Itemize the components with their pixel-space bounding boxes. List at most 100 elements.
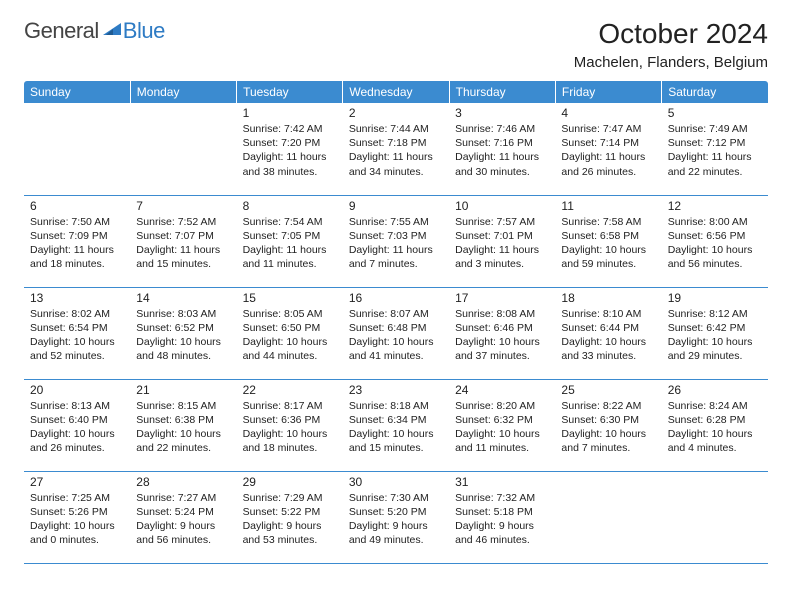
calendar-day-cell: 11Sunrise: 7:58 AMSunset: 6:58 PMDayligh… (555, 195, 661, 287)
day-sunset: Sunset: 6:52 PM (136, 321, 230, 335)
day-number: 3 (455, 106, 549, 120)
day-sunrise: Sunrise: 7:25 AM (30, 491, 124, 505)
calendar-day-cell: 17Sunrise: 8:08 AMSunset: 6:46 PMDayligh… (449, 287, 555, 379)
day-sunrise: Sunrise: 8:10 AM (561, 307, 655, 321)
day-sunrise: Sunrise: 7:29 AM (243, 491, 337, 505)
day-daylight1: Daylight: 10 hours (668, 243, 762, 257)
day-sunset: Sunset: 6:56 PM (668, 229, 762, 243)
day-sunrise: Sunrise: 8:07 AM (349, 307, 443, 321)
day-number: 10 (455, 199, 549, 213)
day-daylight2: and 53 minutes. (243, 533, 337, 547)
calendar-day-cell: 27Sunrise: 7:25 AMSunset: 5:26 PMDayligh… (24, 471, 130, 563)
day-header-row: Sunday Monday Tuesday Wednesday Thursday… (24, 81, 768, 103)
day-daylight1: Daylight: 10 hours (668, 335, 762, 349)
day-number: 6 (30, 199, 124, 213)
day-daylight2: and 18 minutes. (243, 441, 337, 455)
day-daylight1: Daylight: 11 hours (136, 243, 230, 257)
day-daylight1: Daylight: 9 hours (243, 519, 337, 533)
day-sunrise: Sunrise: 8:12 AM (668, 307, 762, 321)
calendar-week-row: 6Sunrise: 7:50 AMSunset: 7:09 PMDaylight… (24, 195, 768, 287)
calendar-day-cell: 26Sunrise: 8:24 AMSunset: 6:28 PMDayligh… (662, 379, 768, 471)
day-sunset: Sunset: 7:16 PM (455, 136, 549, 150)
day-daylight2: and 44 minutes. (243, 349, 337, 363)
day-sunset: Sunset: 6:36 PM (243, 413, 337, 427)
day-sunrise: Sunrise: 7:54 AM (243, 215, 337, 229)
day-daylight1: Daylight: 10 hours (561, 243, 655, 257)
day-daylight2: and 26 minutes. (30, 441, 124, 455)
day-header: Thursday (449, 81, 555, 103)
day-sunset: Sunset: 6:58 PM (561, 229, 655, 243)
day-sunset: Sunset: 7:05 PM (243, 229, 337, 243)
day-header: Saturday (662, 81, 768, 103)
calendar-day-cell: 9Sunrise: 7:55 AMSunset: 7:03 PMDaylight… (343, 195, 449, 287)
day-daylight1: Daylight: 10 hours (561, 427, 655, 441)
calendar-day-cell: 10Sunrise: 7:57 AMSunset: 7:01 PMDayligh… (449, 195, 555, 287)
day-sunset: Sunset: 7:12 PM (668, 136, 762, 150)
day-number: 19 (668, 291, 762, 305)
day-daylight2: and 29 minutes. (668, 349, 762, 363)
day-daylight1: Daylight: 10 hours (30, 427, 124, 441)
calendar-day-cell: 29Sunrise: 7:29 AMSunset: 5:22 PMDayligh… (237, 471, 343, 563)
day-number: 2 (349, 106, 443, 120)
day-number: 23 (349, 383, 443, 397)
day-daylight2: and 3 minutes. (455, 257, 549, 271)
calendar-day-cell (130, 103, 236, 195)
day-daylight1: Daylight: 11 hours (455, 150, 549, 164)
day-header: Monday (130, 81, 236, 103)
day-number: 18 (561, 291, 655, 305)
day-daylight1: Daylight: 11 hours (243, 150, 337, 164)
day-daylight2: and 22 minutes. (668, 165, 762, 179)
calendar-day-cell: 1Sunrise: 7:42 AMSunset: 7:20 PMDaylight… (237, 103, 343, 195)
day-sunset: Sunset: 6:34 PM (349, 413, 443, 427)
day-sunset: Sunset: 5:26 PM (30, 505, 124, 519)
month-title: October 2024 (574, 18, 768, 50)
day-sunset: Sunset: 6:48 PM (349, 321, 443, 335)
day-daylight1: Daylight: 11 hours (30, 243, 124, 257)
day-sunset: Sunset: 7:14 PM (561, 136, 655, 150)
day-sunrise: Sunrise: 7:27 AM (136, 491, 230, 505)
day-sunset: Sunset: 6:38 PM (136, 413, 230, 427)
day-daylight2: and 38 minutes. (243, 165, 337, 179)
calendar-week-row: 27Sunrise: 7:25 AMSunset: 5:26 PMDayligh… (24, 471, 768, 563)
calendar-day-cell: 2Sunrise: 7:44 AMSunset: 7:18 PMDaylight… (343, 103, 449, 195)
calendar-table: Sunday Monday Tuesday Wednesday Thursday… (24, 81, 768, 564)
calendar-day-cell: 8Sunrise: 7:54 AMSunset: 7:05 PMDaylight… (237, 195, 343, 287)
calendar-day-cell (24, 103, 130, 195)
day-number: 7 (136, 199, 230, 213)
day-daylight1: Daylight: 10 hours (30, 519, 124, 533)
day-sunset: Sunset: 6:28 PM (668, 413, 762, 427)
day-sunrise: Sunrise: 8:08 AM (455, 307, 549, 321)
day-header: Tuesday (237, 81, 343, 103)
day-sunrise: Sunrise: 8:18 AM (349, 399, 443, 413)
day-number: 25 (561, 383, 655, 397)
day-sunset: Sunset: 6:54 PM (30, 321, 124, 335)
day-daylight2: and 34 minutes. (349, 165, 443, 179)
calendar-day-cell (662, 471, 768, 563)
calendar-day-cell: 16Sunrise: 8:07 AMSunset: 6:48 PMDayligh… (343, 287, 449, 379)
day-number: 22 (243, 383, 337, 397)
day-daylight2: and 15 minutes. (136, 257, 230, 271)
day-daylight1: Daylight: 11 hours (561, 150, 655, 164)
day-number: 24 (455, 383, 549, 397)
day-sunset: Sunset: 7:03 PM (349, 229, 443, 243)
calendar-day-cell: 7Sunrise: 7:52 AMSunset: 7:07 PMDaylight… (130, 195, 236, 287)
day-sunset: Sunset: 7:09 PM (30, 229, 124, 243)
calendar-week-row: 1Sunrise: 7:42 AMSunset: 7:20 PMDaylight… (24, 103, 768, 195)
day-sunrise: Sunrise: 7:47 AM (561, 122, 655, 136)
calendar-day-cell: 20Sunrise: 8:13 AMSunset: 6:40 PMDayligh… (24, 379, 130, 471)
day-number: 30 (349, 475, 443, 489)
day-daylight1: Daylight: 10 hours (455, 427, 549, 441)
day-daylight1: Daylight: 10 hours (349, 427, 443, 441)
calendar-day-cell: 3Sunrise: 7:46 AMSunset: 7:16 PMDaylight… (449, 103, 555, 195)
day-daylight2: and 49 minutes. (349, 533, 443, 547)
day-sunrise: Sunrise: 8:20 AM (455, 399, 549, 413)
day-number: 4 (561, 106, 655, 120)
calendar-day-cell (555, 471, 661, 563)
calendar-page: General Blue October 2024 Machelen, Flan… (0, 0, 792, 582)
day-sunrise: Sunrise: 7:55 AM (349, 215, 443, 229)
day-daylight1: Daylight: 11 hours (668, 150, 762, 164)
day-number: 15 (243, 291, 337, 305)
day-daylight2: and 26 minutes. (561, 165, 655, 179)
day-daylight2: and 22 minutes. (136, 441, 230, 455)
title-block: October 2024 Machelen, Flanders, Belgium (574, 18, 768, 71)
